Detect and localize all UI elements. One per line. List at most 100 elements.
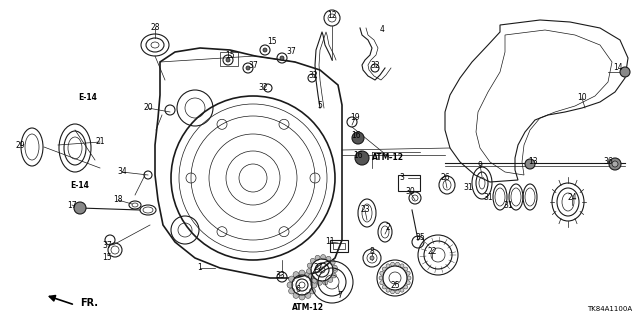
Text: 6: 6 (296, 285, 300, 294)
Circle shape (333, 268, 337, 273)
Ellipse shape (390, 262, 395, 266)
Circle shape (328, 277, 333, 283)
Ellipse shape (379, 276, 383, 280)
Text: 22: 22 (428, 247, 436, 257)
Text: ATM-12: ATM-12 (372, 154, 404, 163)
Text: 12: 12 (327, 11, 337, 20)
Text: 30: 30 (405, 188, 415, 196)
Ellipse shape (400, 288, 404, 292)
Circle shape (326, 256, 331, 261)
Circle shape (226, 58, 230, 62)
Text: 34: 34 (117, 167, 127, 177)
Circle shape (287, 282, 293, 288)
Text: 4: 4 (380, 26, 385, 35)
Text: 31: 31 (483, 194, 493, 203)
Circle shape (321, 254, 326, 260)
Text: 13: 13 (528, 157, 538, 166)
Text: 21: 21 (95, 138, 105, 147)
Text: 26: 26 (440, 173, 450, 182)
Text: 16: 16 (353, 150, 363, 159)
Circle shape (315, 255, 320, 260)
Circle shape (330, 260, 335, 265)
Text: 32: 32 (370, 60, 380, 69)
Text: 33: 33 (275, 270, 285, 279)
Text: 28: 28 (150, 23, 160, 33)
Text: FR.: FR. (80, 298, 98, 308)
Circle shape (307, 263, 312, 268)
Text: 23: 23 (360, 205, 370, 214)
Text: 20: 20 (143, 103, 153, 113)
Ellipse shape (404, 285, 408, 289)
Circle shape (525, 159, 535, 169)
Text: 37: 37 (248, 60, 258, 69)
Text: 25: 25 (390, 281, 400, 290)
Circle shape (246, 66, 250, 70)
Circle shape (323, 280, 328, 285)
Circle shape (74, 202, 86, 214)
Ellipse shape (380, 271, 384, 275)
Ellipse shape (404, 267, 408, 271)
Bar (220, 52, 238, 66)
Text: 16: 16 (351, 131, 361, 140)
Text: 9: 9 (477, 161, 483, 170)
Text: 19: 19 (350, 114, 360, 123)
Circle shape (311, 282, 317, 288)
Ellipse shape (380, 281, 384, 285)
Circle shape (293, 292, 299, 298)
Circle shape (293, 272, 299, 278)
Ellipse shape (396, 290, 399, 294)
Text: 32: 32 (258, 84, 268, 92)
Bar (333, 243, 345, 249)
Bar (330, 240, 348, 252)
Circle shape (280, 56, 284, 60)
Circle shape (289, 288, 294, 294)
Text: 31: 31 (463, 183, 473, 193)
Text: 7: 7 (337, 291, 342, 300)
Ellipse shape (382, 285, 387, 289)
Circle shape (332, 265, 337, 270)
Text: 1: 1 (198, 263, 202, 273)
Ellipse shape (406, 271, 410, 275)
Ellipse shape (382, 267, 387, 271)
Text: E-14: E-14 (79, 93, 97, 102)
Circle shape (305, 292, 311, 298)
Circle shape (612, 161, 618, 167)
Circle shape (310, 258, 316, 263)
Circle shape (609, 158, 621, 170)
Circle shape (289, 276, 294, 282)
Text: 10: 10 (577, 93, 587, 102)
Text: 32: 32 (308, 70, 318, 79)
FancyArrowPatch shape (49, 296, 72, 304)
Circle shape (317, 280, 323, 285)
Text: TK84A1100A: TK84A1100A (587, 306, 632, 312)
Text: E-14: E-14 (70, 180, 90, 189)
Circle shape (352, 132, 364, 144)
Ellipse shape (400, 264, 404, 268)
Text: 35: 35 (415, 234, 425, 243)
Text: 2: 2 (386, 223, 390, 233)
Text: 15: 15 (225, 51, 235, 60)
Text: 3: 3 (399, 173, 404, 182)
Circle shape (355, 151, 369, 165)
Ellipse shape (407, 276, 411, 280)
Text: 36: 36 (603, 157, 613, 166)
Text: 18: 18 (113, 196, 123, 204)
Text: 11: 11 (325, 237, 335, 246)
Ellipse shape (406, 281, 410, 285)
Text: 37: 37 (286, 47, 296, 57)
Circle shape (308, 274, 313, 279)
Circle shape (309, 288, 316, 294)
Circle shape (312, 278, 317, 283)
Ellipse shape (386, 264, 390, 268)
Text: 29: 29 (15, 140, 25, 149)
Circle shape (263, 48, 267, 52)
Circle shape (305, 272, 311, 278)
Text: 24: 24 (567, 194, 577, 203)
Text: 8: 8 (370, 247, 374, 257)
Circle shape (299, 270, 305, 276)
Ellipse shape (370, 256, 374, 260)
Circle shape (332, 273, 336, 278)
Text: 27: 27 (313, 263, 323, 273)
Circle shape (299, 294, 305, 300)
Text: 5: 5 (317, 100, 323, 109)
